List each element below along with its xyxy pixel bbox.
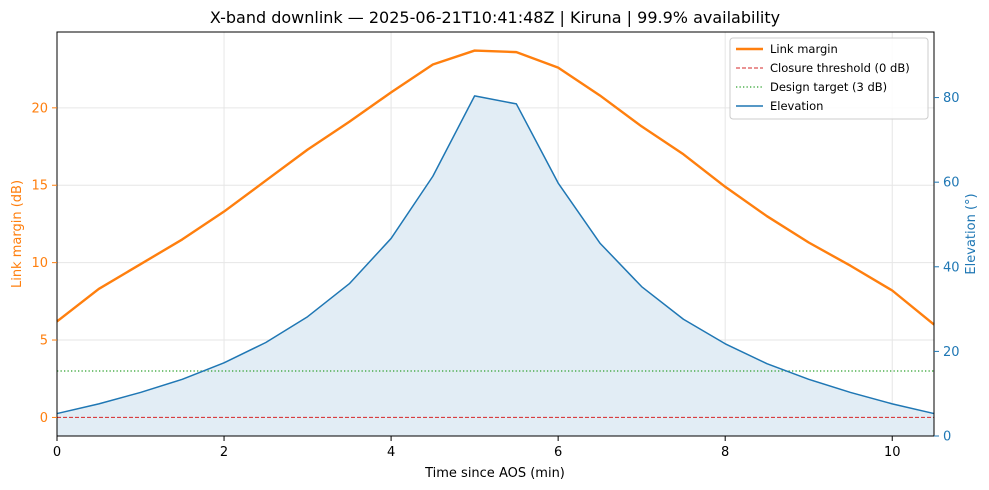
- elevation-fill: [57, 95, 934, 436]
- chart-title: X-band downlink — 2025-06-21T10:41:48Z |…: [210, 8, 780, 27]
- left-y-tick-label: 20: [31, 101, 48, 116]
- left-y-tick-label: 0: [40, 411, 48, 426]
- legend-label-threshold: Closure threshold (0 dB): [770, 61, 910, 75]
- left-y-tick-label: 5: [40, 334, 48, 349]
- x-tick-label: 4: [387, 445, 395, 460]
- left-y-axis: 0 5 10 15 20: [31, 101, 57, 426]
- legend-box: [729, 37, 929, 120]
- elevation-line: [56, 95, 935, 415]
- right-y-tick-label: 60: [943, 176, 960, 191]
- x-tick-label: 10: [884, 445, 901, 460]
- series-lines: [56, 49, 935, 418]
- legend-label-link-margin: Link margin: [770, 42, 838, 56]
- legend: Link margin Closure threshold (0 dB) Des…: [729, 37, 929, 120]
- right-y-tick-label: 80: [943, 91, 960, 106]
- right-y-tick-label: 40: [943, 260, 960, 275]
- right-y-axis-label: Elevation (°): [964, 193, 979, 274]
- right-y-tick-label: 20: [943, 345, 960, 360]
- x-tick-label: 0: [53, 445, 61, 460]
- right-y-axis: 0 20 40 60 80: [934, 91, 960, 445]
- x-axis: 0 2 4 6 8 10: [53, 436, 901, 460]
- elevation-area: [57, 95, 934, 436]
- right-y-tick-label: 0: [943, 430, 951, 445]
- legend-label-target: Design target (3 dB): [770, 80, 887, 94]
- plot-frame: [56, 31, 935, 437]
- x-tick-label: 8: [721, 445, 729, 460]
- left-y-axis-label: Link margin (dB): [10, 180, 25, 288]
- legend-label-elevation: Elevation: [770, 99, 823, 113]
- left-y-tick-label: 15: [31, 179, 48, 194]
- x-tick-label: 6: [554, 445, 562, 460]
- left-y-tick-label: 10: [31, 256, 48, 271]
- x-tick-label: 2: [220, 445, 228, 460]
- link-margin-line: [56, 49, 935, 326]
- x-axis-label: Time since AOS (min): [424, 466, 565, 481]
